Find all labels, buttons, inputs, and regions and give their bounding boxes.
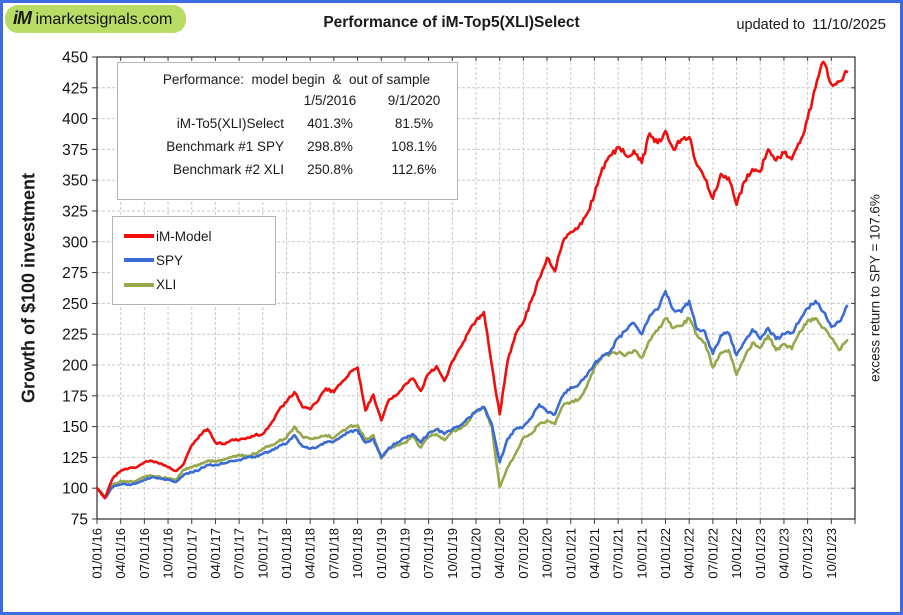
x-tick-label: 01/01/20 [469,528,484,579]
logo-site-text: imarketsignals.com [35,11,173,28]
row-0-value-0: 401.3% [307,116,353,131]
x-tick-label: 07/01/18 [326,528,341,579]
y-tick-label: 250 [62,296,88,313]
table-corner-empty [118,93,288,108]
updated-date: 11/10/2025 [812,16,886,33]
legend-item-xli: XLI [124,277,271,292]
legend-label: XLI [156,277,177,293]
y-tick-label: 175 [62,388,88,405]
x-tick-label: 10/01/16 [161,528,176,579]
x-tick-label: 01/01/23 [753,528,768,579]
x-tick-label: 07/01/23 [800,528,815,579]
x-tick-label: 10/01/23 [824,528,839,579]
row-0-value-1: 81.5% [394,116,434,131]
series-line-spy [95,289,849,500]
y-tick-label: 100 [62,481,88,498]
logo-im-mark: iM [13,8,32,28]
y-tick-label: 225 [62,327,88,344]
x-tick-label: 07/01/20 [516,528,531,579]
legend-label: SPY [156,252,184,268]
x-tick-label: 01/01/22 [658,528,673,579]
legend-label: iM-Model [156,228,212,244]
page-title: Performance of iM-Top5(XLI)Select [323,14,580,31]
updated-label: updated to [736,17,806,33]
x-tick-label: 10/01/18 [350,528,365,579]
y-tick-label: 150 [62,419,88,436]
x-tick-label: 07/01/16 [137,528,152,579]
legend-swatch-spy [124,258,154,263]
x-tick-label: 07/01/22 [705,528,720,579]
x-tick-label: 07/01/19 [421,528,436,579]
row-2-value-1: 112.6% [391,162,437,177]
x-tick-label: 01/01/16 [90,528,105,579]
y-tick-label: 125 [62,450,88,467]
chart-legend: iM-Model SPY XLI [112,216,276,305]
x-tick-label: 10/01/22 [729,528,744,579]
x-tick-label: 04/01/19 [397,528,412,579]
y-tick-label: 400 [62,111,88,128]
row-1-value-0: 298.8% [307,139,353,154]
x-tick-label: 07/01/21 [611,528,626,579]
row-2-value-0: 250.8% [307,162,353,177]
x-tick-label: 04/01/20 [492,528,507,579]
legend-item-spy: SPY [124,253,271,268]
y-tick-label: 425 [62,80,88,97]
x-tick-label: 01/01/18 [279,528,294,579]
legend-swatch-im-model [124,234,154,239]
y-tick-label: 375 [62,142,88,159]
col-header-date-1: 9/1/2020 [387,93,441,108]
x-tick-label: 04/01/17 [208,528,223,579]
series-line-im-model [95,60,849,500]
y-tick-label: 450 [62,50,88,67]
x-tick-label: 01/01/19 [374,528,389,579]
row-label-2: Benchmark #2 XLI [172,162,284,177]
x-tick-label: 04/01/23 [776,528,791,579]
row-label-1: Benchmark #1 SPY [166,139,284,154]
legend-item-im-model: iM-Model [124,229,271,244]
x-tick-label: 04/01/16 [113,528,128,579]
x-tick-label: 10/01/17 [255,528,270,579]
x-tick-label: 10/01/21 [634,528,649,579]
legend-swatch-xli [124,282,154,287]
x-tick-label: 04/01/22 [682,528,697,579]
row-1-value-1: 108.1% [391,139,437,154]
series-line-xli [95,316,849,499]
x-tick-label: 07/01/17 [232,528,247,579]
y-tick-label: 275 [62,265,88,282]
updated-to: updated to 11/10/2025 [736,16,886,33]
perf-table-heading: Performance: model begin & out of sample [162,72,431,87]
performance-stats-table: Performance: model begin & out of sample… [117,62,458,200]
y-tick-label: 75 [71,512,88,529]
imarketsignals-logo: iM imarketsignals.com [5,5,187,33]
y-tick-label: 325 [62,204,88,221]
x-tick-label: 01/01/21 [563,528,578,579]
row-label-0: iM-To5(XLI)Select [176,116,284,131]
x-tick-label: 04/01/21 [587,528,602,579]
col-header-date-0: 1/5/2016 [303,93,357,108]
x-tick-label: 10/01/20 [540,528,555,579]
x-tick-label: 04/01/18 [303,528,318,579]
y-tick-label: 350 [62,173,88,190]
y-tick-label: 200 [62,358,88,375]
x-tick-label: 01/01/17 [184,528,199,579]
x-tick-label: 10/01/19 [445,528,460,579]
y-tick-label: 300 [62,234,88,251]
